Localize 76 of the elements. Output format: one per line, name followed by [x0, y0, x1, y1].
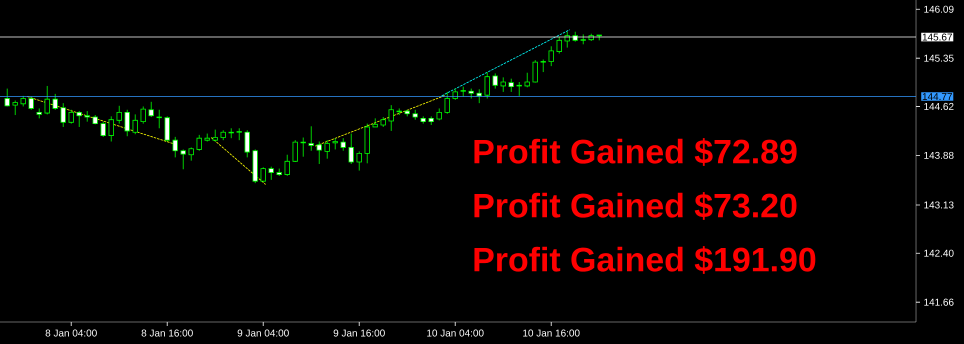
candlestick — [132, 114, 138, 135]
candlestick — [332, 138, 338, 150]
candlestick — [540, 59, 546, 72]
candlestick — [484, 72, 490, 99]
candlestick — [44, 86, 50, 115]
candlestick — [172, 136, 178, 158]
candlestick — [292, 140, 298, 162]
candlestick — [68, 109, 74, 124]
candlestick — [180, 149, 186, 170]
candlestick — [188, 147, 194, 162]
x-tick-label: 9 Jan 16:00 — [334, 330, 385, 337]
candlestick — [12, 100, 18, 116]
ref-line-label: 145.67 — [922, 34, 952, 41]
candlestick — [156, 109, 162, 129]
candlestick — [284, 154, 290, 176]
x-tick-label: 8 Jan 04:00 — [46, 330, 97, 337]
candlestick — [260, 166, 266, 182]
candlestick — [76, 110, 82, 128]
candlestick — [444, 92, 450, 114]
candlestick — [308, 126, 314, 152]
annotation: Profit Gained $73.20 — [474, 192, 796, 220]
candlestick — [52, 93, 58, 110]
ref-line-label: 144.77 — [922, 93, 952, 100]
y-tick-label: 146.09 — [924, 6, 954, 13]
y-tick-label: 141.66 — [924, 298, 954, 306]
candlestick — [436, 108, 442, 121]
candlestick — [244, 130, 250, 158]
candlestick — [60, 102, 66, 128]
candlestick — [4, 88, 10, 107]
candlestick — [140, 106, 146, 124]
candlestick — [316, 141, 322, 164]
candlestick — [100, 121, 106, 138]
candlestick — [340, 138, 346, 152]
candlestick — [476, 88, 482, 104]
candlestick — [548, 46, 554, 67]
candlestick — [148, 101, 154, 118]
annotation: Profit Gained $72.89 — [474, 138, 797, 166]
candlestick — [36, 108, 42, 119]
candlestick — [228, 128, 234, 139]
candlestick — [412, 109, 418, 120]
y-tick-label: 143.88 — [924, 152, 954, 159]
candlestick — [164, 116, 170, 142]
candlestick — [492, 72, 498, 89]
x-tick-label: 10 Jan 16:00 — [523, 330, 580, 337]
x-tick-label: 9 Jan 04:00 — [238, 330, 289, 337]
candlestick — [268, 166, 274, 180]
candlestick — [532, 60, 538, 84]
candlestick — [556, 36, 562, 54]
candlestick — [468, 88, 474, 99]
candlestick — [92, 114, 98, 125]
candlestick — [28, 96, 34, 110]
candlestick — [388, 104, 394, 132]
candlestick — [212, 129, 218, 142]
candlestick — [84, 110, 90, 122]
candlestick — [220, 130, 226, 141]
candlestick — [356, 151, 362, 171]
candlestick — [124, 109, 130, 137]
y-tick-label: 145.35 — [924, 54, 954, 62]
candlestick — [324, 140, 330, 160]
candlestick — [108, 116, 114, 142]
candlestick — [460, 86, 466, 97]
x-tick-label: 10 Jan 04:00 — [427, 330, 484, 337]
candlestick — [380, 116, 386, 128]
candlestick — [116, 105, 122, 124]
candlestick — [508, 78, 514, 92]
x-tick-label: 8 Jan 16:00 — [142, 330, 193, 337]
y-tick-label: 142.40 — [924, 250, 954, 257]
candlestick — [196, 134, 202, 152]
annotation: Profit Gained $191.90 — [474, 246, 816, 274]
candlestick — [236, 128, 242, 141]
candlestick — [516, 82, 522, 96]
y-tick-label: 143.13 — [924, 201, 954, 208]
candlestick — [348, 133, 354, 164]
candlestick — [524, 72, 530, 88]
candlestick — [500, 76, 506, 92]
y-tick-label: 144.62 — [924, 102, 954, 110]
